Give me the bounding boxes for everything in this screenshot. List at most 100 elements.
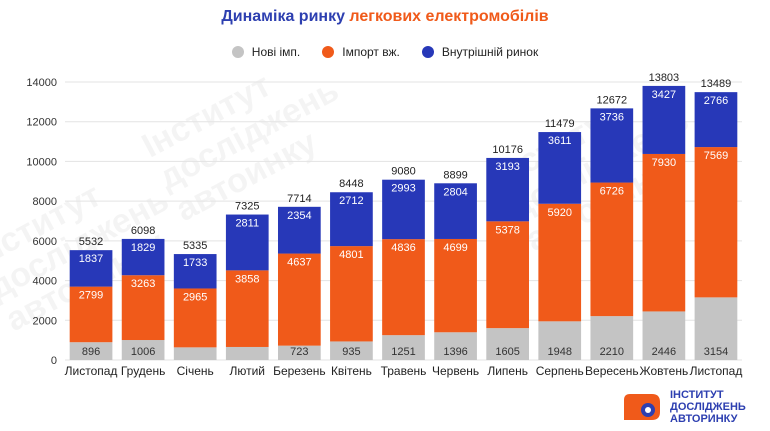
legend-item-used-import: Імпорт вж. [322, 45, 400, 59]
bar-segment [69, 342, 113, 360]
data-label: 7930 [652, 157, 676, 169]
total-label: 8448 [339, 178, 363, 190]
y-tick-label: 12000 [26, 117, 57, 129]
data-label: 2446 [652, 346, 676, 358]
x-tick-label: Квітень [331, 364, 372, 378]
bar-segment [69, 286, 113, 343]
data-label: 2965 [183, 291, 207, 303]
data-label: 3154 [704, 346, 728, 358]
data-label: 1829 [131, 242, 155, 254]
bar-segment [486, 157, 530, 222]
y-tick-label: 10000 [26, 156, 57, 168]
logo-icon [624, 394, 660, 420]
legend-item-new-import: Нові імп. [231, 45, 301, 59]
data-label: 3611 [548, 135, 572, 147]
legend-label: Нові імп. [251, 45, 301, 59]
bar-segment [121, 340, 165, 360]
bar-segment [225, 346, 269, 360]
bar-segment [173, 288, 217, 348]
bar-segment [173, 347, 217, 360]
y-tick-label: 6000 [33, 236, 57, 248]
bar-segment [538, 321, 582, 360]
bar-segment [538, 132, 582, 204]
data-label: 7569 [704, 150, 728, 162]
x-tick-label: Серпень [536, 364, 584, 378]
logo-line: АВТОРИНКУ [670, 413, 738, 425]
legend-item-domestic: Внутрішній ринок [421, 45, 539, 59]
bar-segment [694, 147, 738, 298]
bar-segment [434, 183, 477, 239]
data-label: 2712 [339, 195, 363, 207]
data-label: 5920 [547, 207, 571, 219]
data-label: 1251 [391, 346, 415, 358]
bar-segment [590, 108, 634, 183]
bar-segment [642, 85, 686, 154]
y-tick-label: 4000 [33, 276, 57, 288]
logo-line: ІНСТИТУТ [670, 389, 724, 401]
x-tick-label: Червень [432, 364, 479, 378]
data-label: 1006 [131, 346, 155, 358]
x-tick-label: Травень [381, 364, 427, 378]
total-label: 5532 [79, 236, 103, 248]
chart-title: Динаміка ринку легкових електромобілів [0, 8, 770, 26]
total-label: 11479 [545, 118, 575, 130]
x-tick-label: Липень [487, 364, 528, 378]
bar-segment [694, 92, 738, 148]
data-label: 3427 [652, 89, 676, 101]
bar-segment [277, 253, 321, 346]
bar-segment [277, 206, 321, 254]
data-label: 4801 [339, 249, 363, 261]
bar-segment [330, 341, 373, 360]
y-tick-label: 0 [51, 355, 57, 367]
legend: Нові імп. Імпорт вж. Внутрішній ринок [0, 45, 770, 59]
x-tick-label: Березень [273, 364, 326, 378]
total-label: 5335 [183, 240, 207, 252]
data-label: 935 [342, 346, 360, 358]
x-tick-label: Листопад [65, 364, 118, 378]
data-label: 3193 [495, 161, 519, 173]
data-label: 3736 [600, 111, 624, 123]
x-tick-label: Листопад [690, 364, 743, 378]
bar-segment [382, 335, 425, 360]
total-label: 10176 [492, 144, 523, 156]
bar-segment [277, 345, 321, 360]
data-label: 3858 [235, 273, 259, 285]
data-label: 2804 [443, 186, 467, 198]
chart-title-part2: легкових електромобілів [349, 8, 549, 25]
bar-segment [382, 239, 425, 336]
x-tick-label: Жовтень [640, 364, 689, 378]
data-label: 2811 [235, 218, 259, 230]
data-label: 723 [290, 346, 308, 358]
legend-dot-icon [231, 46, 244, 58]
bar-segment [382, 179, 425, 240]
legend-dot-icon [421, 46, 434, 58]
data-label: 2766 [704, 95, 728, 107]
bar-segment [642, 311, 686, 360]
data-label: 3263 [131, 278, 155, 290]
data-label: 1733 [183, 257, 207, 269]
bar-segment [69, 250, 113, 287]
bar-segment [694, 297, 738, 360]
data-label: 4637 [287, 257, 311, 269]
x-tick-label: Січень [177, 364, 214, 378]
data-label: 5378 [495, 224, 519, 236]
logo: ІНСТИТУТ ДОСЛІДЖЕНЬ АВТОРИНКУ [622, 389, 756, 425]
y-tick-label: 8000 [33, 196, 57, 208]
x-tick-label: Лютий [230, 364, 266, 378]
bar-segment [330, 246, 373, 342]
bar-segment [642, 153, 686, 312]
bar-segment [486, 328, 530, 360]
data-label: 896 [82, 346, 100, 358]
total-label: 9080 [391, 166, 415, 178]
data-label: 2799 [79, 290, 103, 302]
data-label: 6726 [600, 186, 624, 198]
bar-segment [330, 192, 373, 247]
legend-label: Внутрішній ринок [441, 45, 539, 59]
bar-segment [434, 238, 477, 333]
bar-segment [173, 254, 217, 289]
total-label: 13803 [649, 72, 680, 84]
total-label: 8899 [443, 169, 467, 181]
bar-segment [538, 203, 582, 322]
data-label: 2993 [391, 183, 415, 195]
